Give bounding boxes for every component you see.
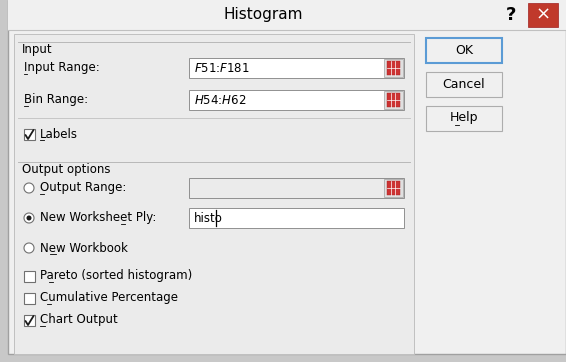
Text: $F$51:$F$181: $F$51:$F$181 — [194, 62, 250, 75]
Text: Cancel: Cancel — [443, 77, 485, 90]
Bar — [387, 61, 400, 75]
Text: Bin Range:: Bin Range: — [24, 93, 88, 106]
Bar — [426, 72, 502, 97]
Text: Input Range:: Input Range: — [24, 62, 100, 75]
Text: ×: × — [535, 6, 551, 24]
Bar — [387, 93, 400, 107]
Bar — [384, 59, 403, 77]
Polygon shape — [24, 243, 34, 253]
Bar — [384, 91, 403, 109]
Text: Chart Output: Chart Output — [40, 313, 118, 327]
Text: Labels: Labels — [40, 127, 78, 140]
Bar — [189, 178, 404, 198]
Bar — [24, 315, 35, 326]
Bar — [8, 0, 566, 30]
Text: Histogram: Histogram — [223, 8, 303, 22]
Text: $H$54:$H$62: $H$54:$H$62 — [194, 93, 246, 106]
Bar — [384, 179, 403, 197]
Bar — [24, 293, 35, 304]
Bar — [14, 34, 414, 354]
Bar — [189, 58, 404, 78]
Polygon shape — [24, 183, 34, 193]
Text: ?: ? — [506, 6, 516, 24]
Text: OK: OK — [455, 43, 473, 56]
Text: Pareto (sorted histogram): Pareto (sorted histogram) — [40, 269, 192, 282]
Bar — [528, 3, 558, 27]
Bar — [426, 38, 502, 63]
Bar — [387, 181, 400, 195]
Text: Input: Input — [22, 43, 53, 56]
Polygon shape — [24, 213, 34, 223]
Polygon shape — [27, 215, 32, 220]
Bar — [426, 106, 502, 131]
Text: New Worksheet Ply:: New Worksheet Ply: — [40, 211, 156, 224]
Text: histo: histo — [194, 211, 223, 224]
Bar — [189, 208, 404, 228]
Text: Help: Help — [450, 111, 478, 125]
Bar — [189, 90, 404, 110]
Text: Output options: Output options — [22, 164, 110, 177]
Text: New Workbook: New Workbook — [40, 241, 128, 254]
Bar — [24, 129, 35, 140]
Text: Cumulative Percentage: Cumulative Percentage — [40, 291, 178, 304]
Text: Output Range:: Output Range: — [40, 181, 126, 194]
Bar — [24, 271, 35, 282]
